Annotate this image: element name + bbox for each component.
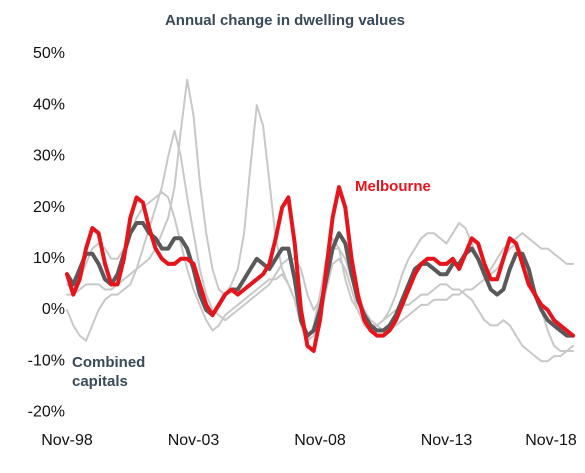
x-tick-label: Nov-08 [294, 432, 346, 449]
y-tick-label: 30% [33, 148, 65, 165]
x-tick-label: Nov-13 [421, 432, 473, 449]
melbourne-label: Melbourne [355, 178, 431, 195]
y-tick-label: 50% [33, 45, 65, 62]
x-tick-label: Nov-18 [525, 432, 577, 449]
chart-title: Annual change in dwelling values [165, 12, 405, 29]
series-line [65, 185, 575, 353]
x-tick-label: Nov-03 [168, 432, 220, 449]
y-tick-label: 10% [33, 250, 65, 267]
y-tick-label: -20% [28, 404, 65, 421]
y-tick-label: 20% [33, 199, 65, 216]
combined-capitals-label: Combined capitals [72, 354, 146, 390]
y-tick-label: -10% [28, 352, 65, 369]
y-tick-label: 40% [33, 96, 65, 113]
y-tick-label: 0% [42, 301, 65, 318]
x-tick-label: Nov-98 [41, 432, 93, 449]
